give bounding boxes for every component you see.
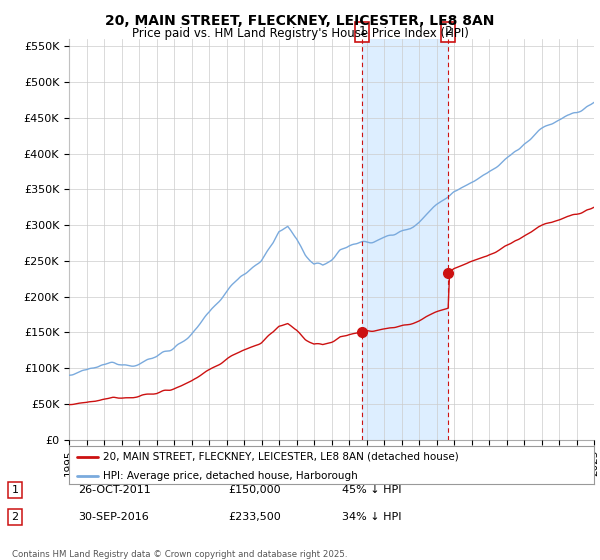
Text: 20, MAIN STREET, FLECKNEY, LEICESTER, LE8 8AN: 20, MAIN STREET, FLECKNEY, LEICESTER, LE… bbox=[106, 14, 494, 28]
Text: 1: 1 bbox=[358, 25, 366, 39]
Text: 2: 2 bbox=[11, 512, 19, 522]
Text: Contains HM Land Registry data © Crown copyright and database right 2025.
This d: Contains HM Land Registry data © Crown c… bbox=[12, 550, 347, 560]
Bar bbox=[362, 39, 448, 440]
Text: 34% ↓ HPI: 34% ↓ HPI bbox=[342, 512, 401, 522]
Text: Price paid vs. HM Land Registry's House Price Index (HPI): Price paid vs. HM Land Registry's House … bbox=[131, 27, 469, 40]
Text: 30-SEP-2016: 30-SEP-2016 bbox=[78, 512, 149, 522]
Text: 2: 2 bbox=[444, 25, 452, 39]
Text: £233,500: £233,500 bbox=[228, 512, 281, 522]
Text: 1: 1 bbox=[11, 485, 19, 495]
Text: £150,000: £150,000 bbox=[228, 485, 281, 495]
Text: 26-OCT-2011: 26-OCT-2011 bbox=[78, 485, 151, 495]
Text: 20, MAIN STREET, FLECKNEY, LEICESTER, LE8 8AN (detached house): 20, MAIN STREET, FLECKNEY, LEICESTER, LE… bbox=[103, 452, 459, 462]
Text: HPI: Average price, detached house, Harborough: HPI: Average price, detached house, Harb… bbox=[103, 471, 358, 481]
Text: 45% ↓ HPI: 45% ↓ HPI bbox=[342, 485, 401, 495]
